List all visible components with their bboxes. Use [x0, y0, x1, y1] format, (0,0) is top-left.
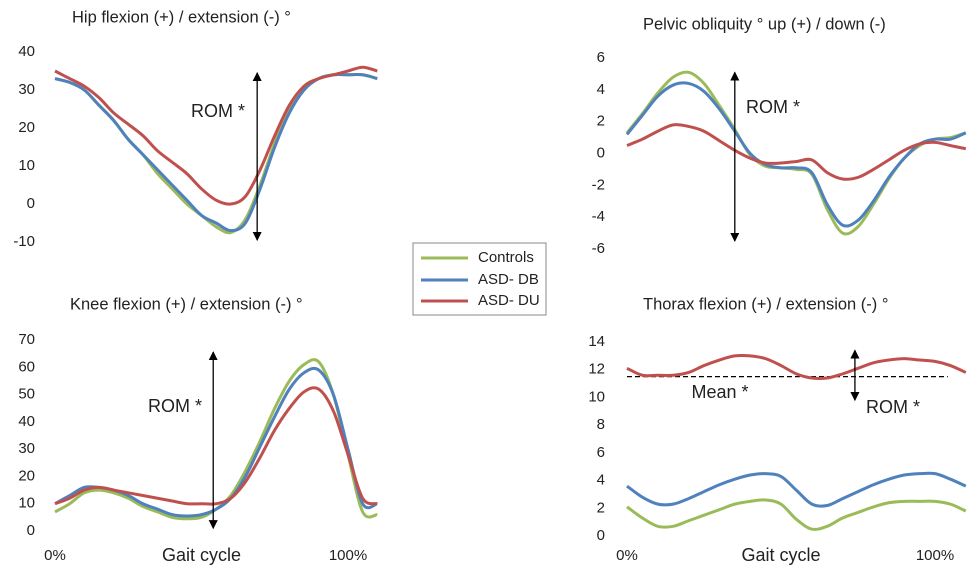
y-tick-label: 10 [588, 388, 605, 405]
y-tick-label: 60 [18, 358, 35, 375]
y-tick-label: 40 [18, 43, 35, 60]
annotation: ROM * [866, 397, 920, 417]
annotation: Mean * [691, 382, 748, 402]
y-tick-label: 20 [18, 119, 35, 136]
chart-title: Thorax flexion (+) / extension (-) ° [643, 295, 888, 313]
y-tick-label: -2 [592, 176, 605, 193]
series-line [626, 498, 967, 531]
y-tick-label: 4 [597, 472, 605, 489]
y-tick-label: 70 [18, 331, 35, 348]
y-tick-label: 14 [588, 333, 605, 350]
annotation: ROM * [746, 97, 800, 117]
y-tick-label: 0 [597, 527, 605, 544]
x-tick-label: 100% [916, 547, 954, 564]
y-tick-label: 12 [588, 361, 605, 378]
x-axis-label: Gait cycle [741, 545, 820, 565]
series-line [54, 73, 378, 233]
annotation: ROM * [191, 101, 245, 121]
y-tick-label: 6 [597, 49, 605, 66]
y-tick-label: 6 [597, 444, 605, 461]
y-tick-label: 2 [597, 499, 605, 516]
y-tick-label: 10 [18, 157, 35, 174]
y-tick-label: 4 [597, 81, 605, 98]
y-tick-label: 0 [597, 144, 605, 161]
x-axis-label: Gait cycle [162, 545, 241, 565]
y-tick-label: 40 [18, 413, 35, 430]
series-line [54, 366, 378, 518]
series-line [54, 386, 378, 506]
chart-title: Pelvic obliquity ° up (+) / down (-) [643, 15, 886, 33]
x-tick-label: 0% [616, 547, 638, 564]
y-tick-label: 10 [18, 495, 35, 512]
y-tick-label: 0 [27, 522, 35, 539]
legend-label: ASD- DU [478, 292, 540, 309]
y-tick-label: 30 [18, 440, 35, 457]
y-tick-label: 2 [597, 113, 605, 130]
annotation: ROM * [148, 396, 202, 416]
legend-label: Controls [478, 249, 534, 266]
legend-label: ASD- DB [478, 271, 539, 288]
series-line [626, 353, 967, 381]
chart-title: Hip flexion (+) / extension (-) ° [72, 8, 291, 26]
series-line [625, 81, 967, 228]
y-tick-label: 0 [27, 195, 35, 212]
y-tick-label: -10 [13, 233, 35, 250]
series-line [54, 65, 378, 206]
y-tick-label: 8 [597, 416, 605, 433]
y-tick-label: 30 [18, 81, 35, 98]
x-tick-label: 0% [44, 547, 66, 564]
series-line [54, 73, 378, 235]
series-line [626, 471, 967, 508]
y-tick-label: -6 [592, 240, 605, 257]
legend: Controls ASD- DB ASD- DU [412, 242, 547, 316]
y-tick-label: 20 [18, 467, 35, 484]
y-tick-label: 50 [18, 386, 35, 403]
y-tick-label: -4 [592, 208, 605, 225]
series-line [626, 123, 967, 181]
chart-title: Knee flexion (+) / extension (-) ° [70, 295, 303, 313]
x-tick-label: 100% [329, 547, 367, 564]
